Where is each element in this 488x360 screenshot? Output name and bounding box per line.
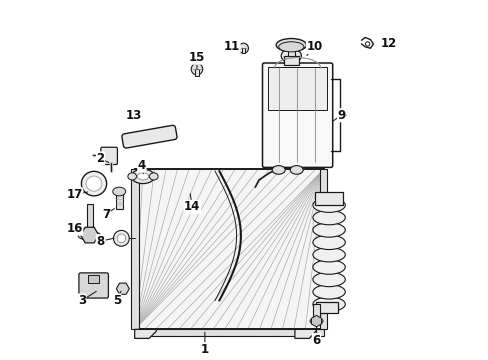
Ellipse shape xyxy=(81,171,106,196)
Ellipse shape xyxy=(276,39,306,51)
Text: 3: 3 xyxy=(78,294,86,307)
Ellipse shape xyxy=(127,173,136,180)
Ellipse shape xyxy=(289,166,303,174)
Text: 9: 9 xyxy=(337,109,345,122)
Ellipse shape xyxy=(312,272,345,287)
Bar xyxy=(316,302,337,313)
Text: 17: 17 xyxy=(66,188,82,201)
FancyBboxPatch shape xyxy=(262,63,332,167)
Ellipse shape xyxy=(312,235,345,249)
Ellipse shape xyxy=(312,198,345,212)
Ellipse shape xyxy=(117,234,125,243)
Ellipse shape xyxy=(78,231,101,240)
Bar xyxy=(241,48,244,53)
Text: 6: 6 xyxy=(312,334,320,347)
Bar xyxy=(87,204,92,232)
Bar xyxy=(314,192,343,205)
Ellipse shape xyxy=(113,230,129,246)
Ellipse shape xyxy=(86,176,102,191)
Ellipse shape xyxy=(131,169,154,184)
Bar xyxy=(320,169,326,329)
Text: 5: 5 xyxy=(112,294,121,307)
Bar xyxy=(194,69,199,76)
Ellipse shape xyxy=(312,223,345,237)
Text: 10: 10 xyxy=(306,40,322,53)
Ellipse shape xyxy=(238,43,248,53)
Ellipse shape xyxy=(137,173,148,180)
Ellipse shape xyxy=(113,187,125,196)
FancyBboxPatch shape xyxy=(122,125,177,148)
Ellipse shape xyxy=(278,42,303,52)
Ellipse shape xyxy=(312,248,345,262)
Ellipse shape xyxy=(365,42,369,46)
Text: 15: 15 xyxy=(188,51,205,64)
FancyBboxPatch shape xyxy=(79,273,108,298)
Bar xyxy=(287,48,294,56)
Text: 2: 2 xyxy=(96,152,104,165)
Polygon shape xyxy=(294,329,316,338)
Bar xyxy=(88,275,99,283)
Text: 4: 4 xyxy=(138,159,146,172)
Bar xyxy=(284,56,298,65)
Text: 16: 16 xyxy=(66,222,82,235)
Ellipse shape xyxy=(312,297,345,311)
Text: 1: 1 xyxy=(201,343,208,356)
Text: 7: 7 xyxy=(102,208,110,221)
Ellipse shape xyxy=(312,260,345,274)
Ellipse shape xyxy=(312,285,345,299)
Bar xyxy=(313,304,319,321)
Ellipse shape xyxy=(272,166,285,174)
Ellipse shape xyxy=(309,318,322,325)
Polygon shape xyxy=(134,329,156,338)
PathPatch shape xyxy=(134,169,323,329)
Bar xyxy=(267,67,326,110)
Ellipse shape xyxy=(149,173,158,180)
Text: 14: 14 xyxy=(184,201,200,213)
Bar xyxy=(131,169,139,329)
Ellipse shape xyxy=(312,210,345,225)
Bar xyxy=(134,329,323,336)
FancyBboxPatch shape xyxy=(101,147,117,165)
Text: 12: 12 xyxy=(380,37,396,50)
Text: 13: 13 xyxy=(125,109,142,122)
Text: 8: 8 xyxy=(96,235,104,248)
Bar xyxy=(115,192,122,209)
Ellipse shape xyxy=(281,49,301,63)
Text: 11: 11 xyxy=(224,40,240,53)
Ellipse shape xyxy=(191,63,203,75)
